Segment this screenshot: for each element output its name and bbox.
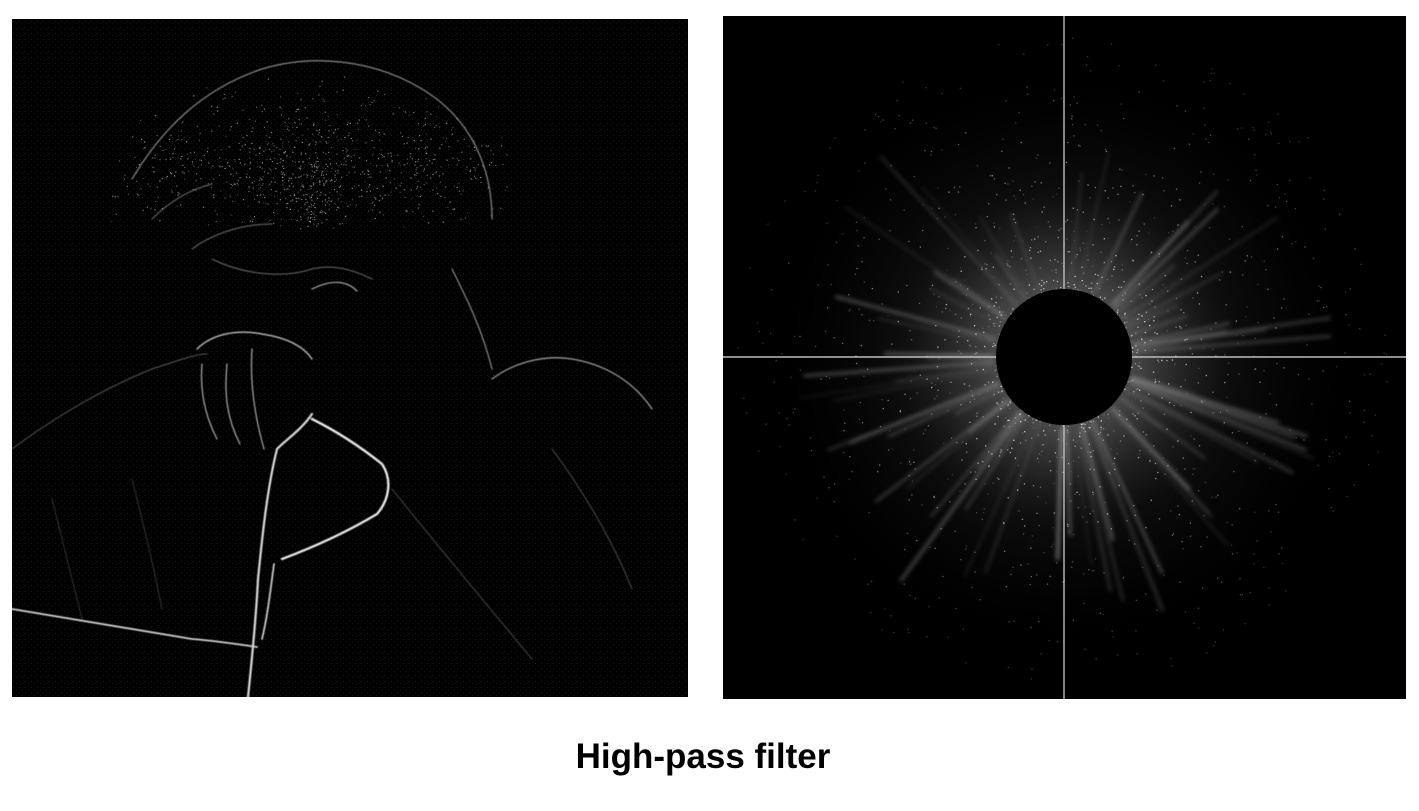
spectrum-rays	[799, 151, 1331, 612]
filtered-image-panel	[12, 19, 688, 697]
spectrum-panel	[723, 16, 1406, 699]
blocked-low-frequency-disk	[996, 289, 1132, 425]
edge-contours	[12, 60, 653, 697]
frequency-spectrum	[723, 16, 1406, 699]
hair-texture	[110, 76, 508, 230]
noise-texture	[12, 19, 688, 697]
edge-image	[12, 19, 688, 697]
figure-caption: High-pass filter	[575, 737, 831, 776]
